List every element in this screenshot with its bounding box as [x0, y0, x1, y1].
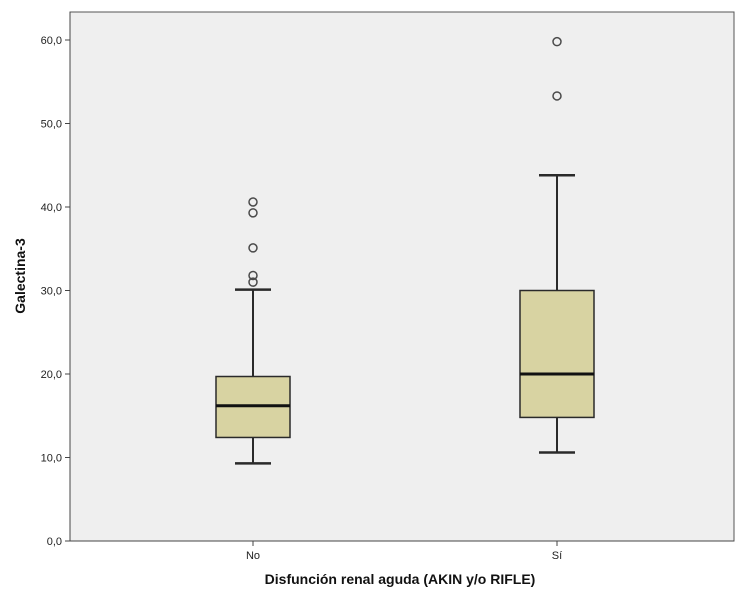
x-axis-ticks: No Sí	[246, 541, 562, 562]
y-tick-label: 60,0	[41, 35, 62, 47]
outlier-point	[248, 197, 258, 207]
x-tick-label: Sí	[552, 550, 562, 562]
box-iqr	[519, 289, 595, 419]
x-axis-title: Disfunción renal aguda (AKIN y/o RIFLE)	[265, 571, 536, 587]
outlier-point	[248, 243, 258, 253]
plot-area	[69, 11, 735, 542]
outlier-point	[248, 277, 258, 287]
box-group-si	[519, 36, 595, 454]
box-group-no	[215, 197, 291, 465]
y-axis-title: Galectina-3	[12, 238, 28, 314]
y-axis-ticks: 0,0 10,0 20,0 30,0 40,0 50,0 60,0	[41, 35, 70, 548]
y-tick-label: 0,0	[47, 536, 62, 548]
y-tick-label: 10,0	[41, 453, 62, 465]
outlier-point	[552, 91, 562, 101]
y-tick-label: 20,0	[41, 369, 62, 381]
boxplot-series	[215, 36, 595, 465]
y-tick-label: 50,0	[41, 119, 62, 131]
y-tick-label: 40,0	[41, 202, 62, 214]
outlier-point	[248, 270, 258, 281]
x-tick-label: No	[246, 550, 260, 562]
outlier-point	[248, 208, 258, 218]
outlier-point	[552, 36, 562, 47]
y-tick-label: 30,0	[41, 286, 62, 298]
